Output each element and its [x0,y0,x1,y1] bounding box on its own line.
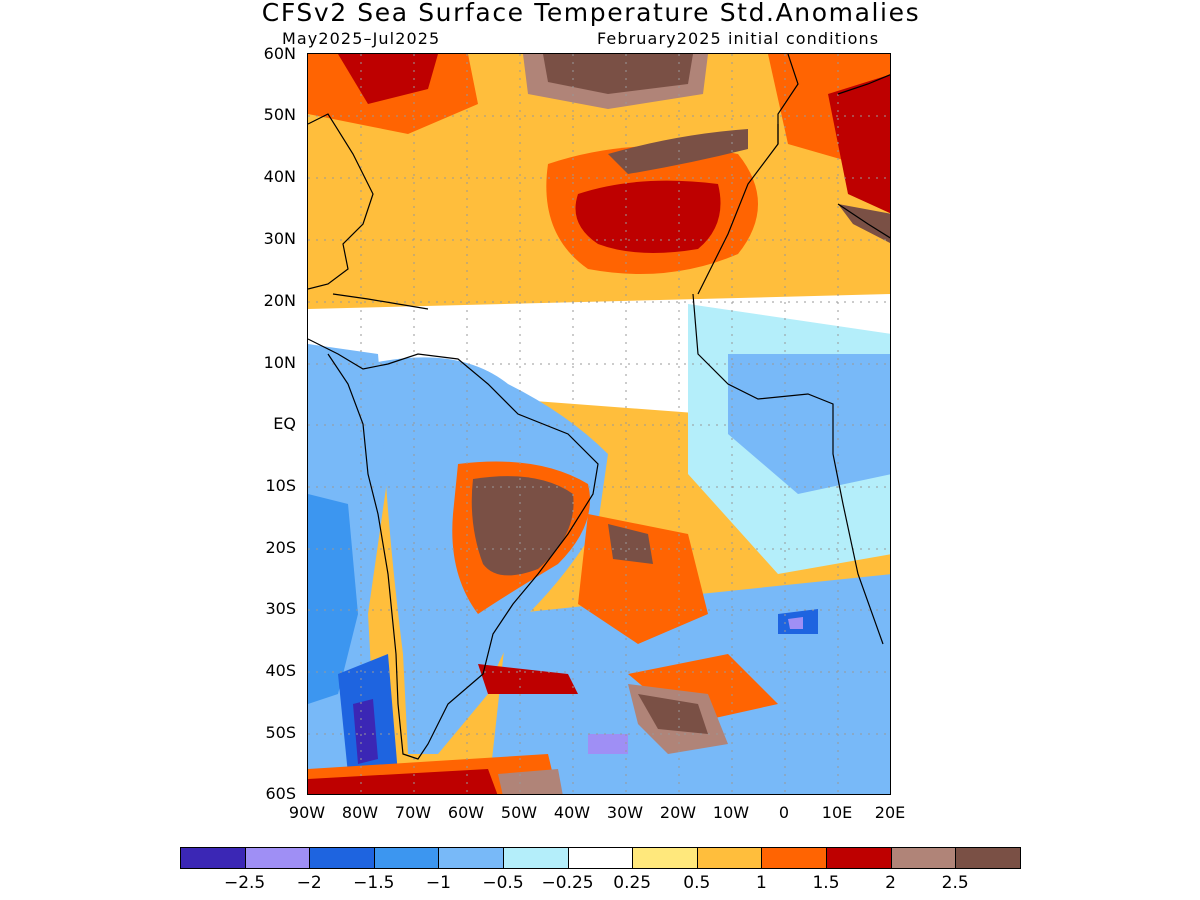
color-bar-label: −1 [425,873,451,893]
lon-label: 40W [553,803,591,822]
color-bar-cell [567,847,634,869]
map-canvas [308,54,890,794]
lon-label: 10W [712,803,750,822]
color-bar-cell [826,847,892,869]
lon-label: 60W [447,803,485,822]
graticule [308,54,890,794]
color-bar-cell [244,847,311,869]
lat-label: 10N [263,353,296,372]
color-bar-label: −2 [296,873,322,893]
lon-label: 90W [288,803,326,822]
north-atlantic-core [575,180,721,253]
lat-label: 30N [263,229,296,248]
lon-label: 10E [821,803,853,822]
color-bar-label: 2.5 [941,873,969,893]
color-bar-cell [309,847,375,869]
lat-label: 60S [265,784,296,803]
color-bar-label: 2 [885,873,896,893]
color-bar-label: 0.25 [613,873,652,893]
lon-label: 80W [341,803,379,822]
south-atlantic-warm-blob [638,694,708,734]
color-bar-cell [955,847,1021,869]
labrador-high-anomaly [543,54,693,94]
color-bar-cell [438,847,504,869]
lon-label: 30W [606,803,644,822]
color-bar-label: −1.5 [353,873,395,893]
color-bar-cell [503,847,569,869]
lat-label: 40S [265,661,296,680]
color-bar-cell [696,847,763,869]
gulf-of-guinea-cool [728,354,890,494]
color-bar-label: −0.25 [541,873,594,893]
lon-label: 50W [500,803,538,822]
map-title: CFSv2 Sea Surface Temperature Std.Anomal… [261,0,921,27]
color-bar-cell [890,847,957,869]
lon-label: 20E [874,803,906,822]
lon-label: 0 [778,803,790,822]
forecast-period: May2025–Jul2025 [282,29,441,48]
lon-label: 20W [659,803,697,822]
lat-label: EQ [273,414,296,433]
color-bar-cell [761,847,827,869]
coastlines [308,54,890,760]
color-bar-label: 1 [755,873,767,893]
lat-label: 50S [265,723,296,742]
lat-label: 40N [263,167,296,186]
lat-label: 60N [263,44,296,63]
color-bar-label: 1.5 [812,873,840,893]
initial-conditions: February2025 initial conditions [597,29,880,48]
sst-anomaly-map [307,53,891,795]
lat-label: 10S [265,476,296,495]
lat-label: 50N [263,105,296,124]
lon-label: 70W [394,803,432,822]
color-bar-cell [373,847,440,869]
south-pacific-min [353,699,378,764]
brazil-warm-land [471,476,574,576]
color-bar-cell [632,847,698,869]
lat-label: 20N [263,291,296,310]
lat-label: 30S [265,599,296,618]
lat-label: 20S [265,538,296,557]
color-bar-cell [180,847,246,869]
color-bar-label: −2.5 [223,873,266,893]
color-bar-label: −0.5 [482,873,524,893]
color-bar-label: 0.5 [683,873,711,893]
